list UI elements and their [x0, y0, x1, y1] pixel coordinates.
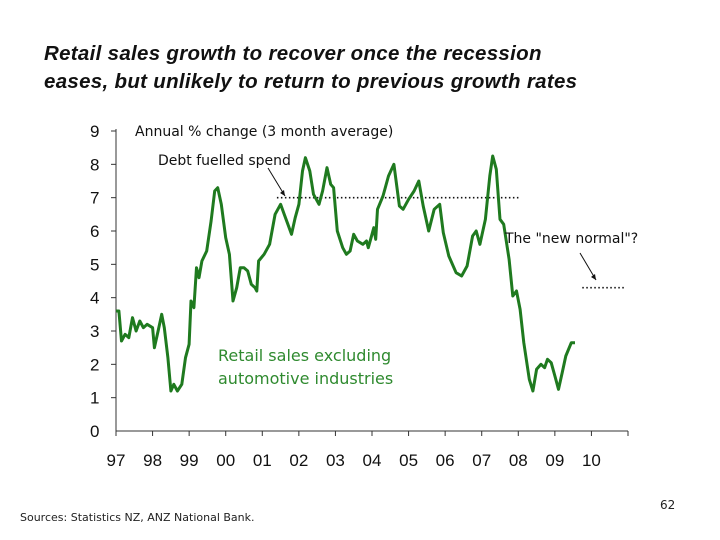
x-tick-label: 07 [472, 451, 491, 470]
annotation-debt-fuelled-spend: Debt fuelled spend [158, 153, 291, 169]
y-tick-label: 4 [90, 289, 99, 308]
x-tick-label: 04 [363, 451, 382, 470]
y-tick-label: 8 [90, 155, 99, 174]
x-tick-label: 98 [143, 451, 162, 470]
chart-title: Annual % change (3 month average) [135, 124, 393, 140]
sources-footnote: Sources: Statistics NZ, ANZ National Ban… [20, 511, 255, 524]
slide-title-line-1: Retail sales growth to recover once the … [44, 42, 542, 65]
x-tick-label: 02 [289, 451, 308, 470]
x-tick-label: 97 [107, 451, 126, 470]
x-tick-label: 08 [509, 451, 528, 470]
x-tick-label: 05 [399, 451, 418, 470]
y-tick-label: 1 [90, 389, 99, 408]
y-tick-label: 9 [90, 122, 99, 141]
y-tick-label: 0 [90, 422, 99, 441]
arrow-head-icon [591, 274, 596, 280]
x-tick-label: 09 [545, 451, 564, 470]
series-line-retail-sales [116, 154, 575, 393]
x-tick-label: 03 [326, 451, 345, 470]
reference-lines [276, 196, 627, 289]
y-tick-label: 6 [90, 222, 99, 241]
y-tick-label: 2 [90, 355, 99, 374]
y-tick-label: 5 [90, 255, 99, 274]
annotation-arrow-debt [267, 167, 286, 197]
series-label-line-1: Retail sales excluding [218, 346, 391, 365]
x-tick-label: 01 [253, 451, 272, 470]
slide-title: Retail sales growth to recover once the … [44, 40, 577, 96]
series-label-line-2: automotive industries [218, 369, 393, 388]
x-tick-label: 10 [582, 451, 601, 470]
slide-title-line-2: eases, but unlikely to return to previou… [44, 70, 578, 93]
x-tick-label: 99 [180, 451, 199, 470]
arrow-head-icon [280, 190, 285, 196]
y-tick-label: 3 [90, 322, 99, 341]
annotation-new-normal: The "new normal"? [504, 231, 638, 247]
x-tick-label: 00 [216, 451, 235, 470]
y-tick-label: 7 [90, 189, 99, 208]
x-tick-label: 06 [436, 451, 455, 470]
page-number: 62 [660, 498, 676, 512]
